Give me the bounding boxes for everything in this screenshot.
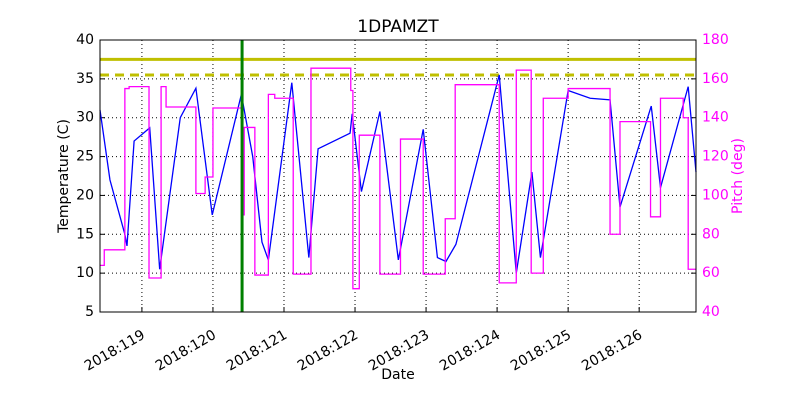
y2-axis-label: Pitch (deg): [730, 138, 746, 214]
y-tick-label: 5: [85, 304, 94, 320]
y2-tick-label: 80: [702, 226, 720, 242]
y-tick-label: 35: [76, 71, 94, 87]
y-tick-label: 15: [76, 226, 94, 242]
y-tick-label: 25: [76, 149, 94, 165]
data-line: [99, 74, 697, 274]
chart-title: 1DPAMZT: [357, 17, 439, 37]
y2-tick-label: 160: [702, 71, 729, 87]
y2-tick-label: 120: [702, 149, 729, 165]
data-line: [100, 67, 696, 290]
y2-tick-label: 40: [702, 304, 720, 320]
x-axis-label: Date: [381, 367, 414, 383]
y2-tick-label: 60: [702, 265, 720, 281]
y2-tick-label: 100: [702, 187, 729, 203]
y2-tick-label: 140: [702, 110, 729, 126]
y-axis-label: Temperature (C): [56, 119, 72, 234]
plot-frame: [99, 39, 697, 313]
y-tick-label: 40: [76, 32, 94, 48]
y-tick-label: 10: [76, 265, 94, 281]
y-tick-label: 20: [76, 187, 94, 203]
y2-tick-label: 180: [702, 32, 729, 48]
y-tick-label: 30: [76, 110, 94, 126]
